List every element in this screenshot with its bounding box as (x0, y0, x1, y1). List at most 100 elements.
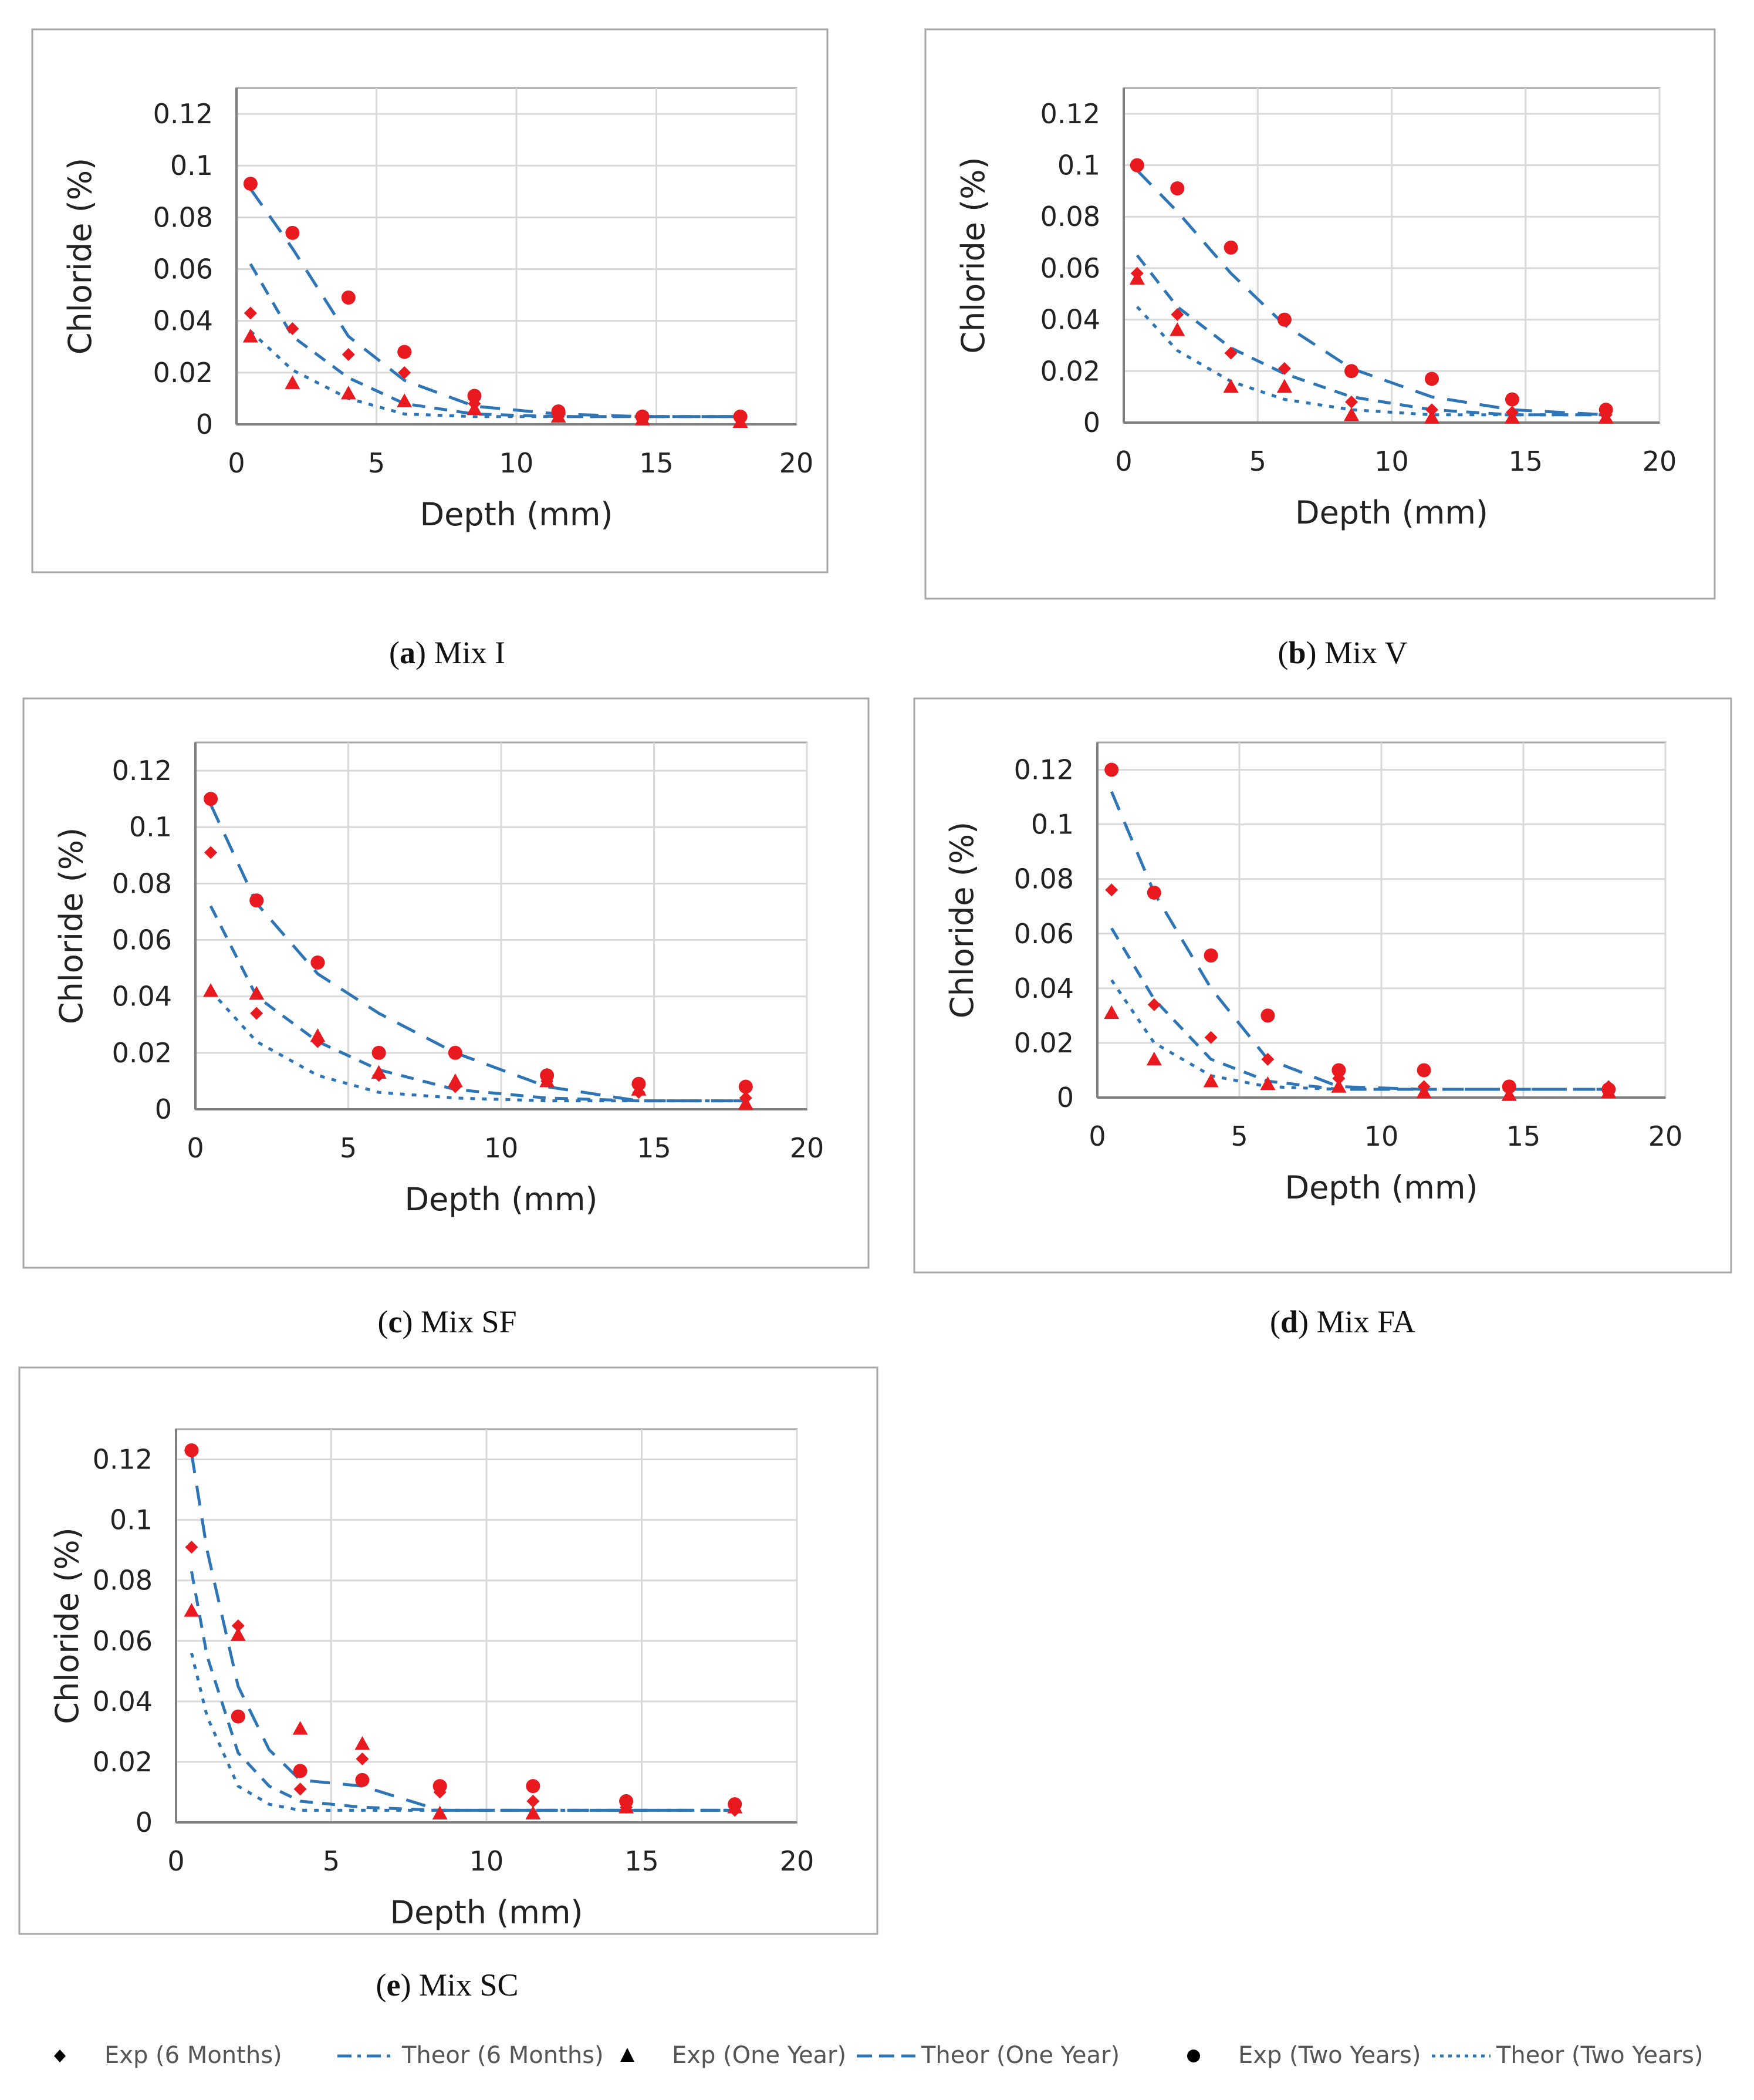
data-point-circle (1277, 312, 1292, 327)
panel-caption: (b) Mix V (1278, 635, 1407, 670)
y-axis-label: Chloride (%) (944, 822, 981, 1018)
caption-name: Mix SF (421, 1304, 517, 1339)
data-point-triangle (1104, 1005, 1120, 1019)
data-point-circle (1130, 158, 1144, 173)
x-tick-label: 10 (1374, 445, 1409, 477)
data-point-triangle (340, 386, 356, 400)
caption-open-paren: ( (377, 1304, 388, 1339)
panel-caption: (d) Mix FA (1270, 1304, 1415, 1339)
y-tick-label: 0.1 (1057, 150, 1100, 181)
data-point-diamond (342, 347, 355, 361)
data-point-diamond (244, 306, 257, 320)
data-point-circle (467, 389, 482, 403)
x-tick-label: 15 (1506, 1120, 1541, 1152)
data-point-triangle (184, 1603, 200, 1617)
x-tick-label: 10 (484, 1132, 519, 1164)
chart-panel-e: 0 5 10 15 20 0 0.02 0.04 0.06 0.08 0.1 0.12 Depth (m… (18, 1366, 878, 2003)
data-point-diamond (1278, 362, 1291, 375)
theory-curve-theor-one-year (1135, 254, 1606, 417)
panel-caption: (e) Mix SC (376, 1967, 518, 2003)
chart-panel-d: 0 5 10 15 20 0 0.02 0.04 0.06 0.08 0.1 0.12 Depth (m… (913, 697, 1732, 1339)
x-tick-label: 0 (1089, 1120, 1106, 1152)
legend-circle-icon (1187, 2050, 1200, 2062)
y-tick-label: 0.06 (93, 1625, 153, 1657)
x-tick-label: 20 (780, 1845, 815, 1877)
x-tick-label: 15 (637, 1132, 671, 1164)
legend-label: Exp (6 Months) (104, 2042, 282, 2069)
y-tick-label: 0.06 (112, 924, 172, 956)
data-point-triangle (1424, 410, 1439, 424)
x-tick-label: 5 (368, 447, 385, 479)
data-point-triangle (1344, 407, 1360, 421)
data-point-circle (631, 1076, 646, 1091)
y-tick-label: 0.1 (110, 1504, 153, 1536)
caption-close-paren: ) (1306, 635, 1324, 670)
data-point-circle (738, 1079, 753, 1094)
x-tick-label: 10 (469, 1845, 504, 1877)
legend-label: Exp (One Year) (672, 2042, 846, 2069)
x-tick-label: 20 (1648, 1120, 1683, 1152)
y-tick-label: 0.04 (112, 981, 172, 1012)
theory-curve-theor-6-months (249, 330, 741, 418)
data-point-triangle (1416, 1084, 1432, 1099)
data-point-circle (1502, 1079, 1516, 1094)
data-point-circle (448, 1045, 462, 1060)
data-point-triangle (371, 1065, 387, 1079)
caption-name: Mix FA (1316, 1304, 1415, 1339)
caption-letter: d (1280, 1304, 1298, 1339)
data-point-circle (371, 1045, 386, 1060)
caption-name: Mix V (1324, 635, 1408, 670)
x-axis-label: Depth (mm) (1285, 1169, 1478, 1206)
data-point-triangle (230, 1627, 246, 1641)
data-point-circle (204, 792, 218, 806)
x-tick-label: 5 (323, 1845, 340, 1877)
data-point-triangle (1501, 1087, 1517, 1101)
legend-label: Exp (Two Years) (1238, 2042, 1421, 2069)
x-tick-label: 5 (1231, 1120, 1248, 1152)
caption-open-paren: ( (1270, 1304, 1280, 1339)
data-point-triangle (1276, 379, 1292, 393)
y-tick-label: 0.02 (93, 1746, 153, 1778)
x-tick-label: 15 (1508, 445, 1543, 477)
x-tick-label: 0 (167, 1845, 184, 1877)
data-point-circle (397, 345, 412, 359)
y-tick-label: 0.12 (1014, 754, 1074, 786)
data-point-circle (355, 1772, 370, 1787)
data-point-circle (551, 404, 566, 418)
caption-close-paren: ) (400, 1967, 418, 2003)
data-point-circle (1104, 762, 1119, 777)
y-tick-label: 0.06 (1040, 252, 1100, 284)
legend-diamond-icon (54, 2050, 66, 2062)
data-point-diamond (293, 1782, 307, 1796)
data-point-circle (728, 1797, 742, 1812)
panel-caption: (a) Mix I (389, 635, 505, 670)
data-point-triangle (249, 985, 265, 1000)
data-point-circle (341, 291, 356, 305)
chart-frame (18, 1366, 878, 1935)
legend: Exp (6 Months) Theor (6 Months) Exp (One Y… (54, 2042, 1703, 2069)
y-tick-label: 0.08 (112, 867, 172, 899)
y-tick-label: 0.1 (1031, 809, 1074, 840)
data-point-diamond (1224, 346, 1238, 360)
chart-panel-c: 0 5 10 15 20 0 0.02 0.04 0.06 0.08 0.1 0.12 Depth (m… (22, 697, 870, 1339)
data-point-circle (293, 1764, 307, 1778)
y-tick-label: 0.08 (153, 201, 213, 233)
data-point-diamond (1425, 403, 1438, 417)
legend-label: Theor (6 Months) (401, 2042, 604, 2069)
data-point-circle (540, 1068, 555, 1083)
data-point-triangle (432, 1805, 448, 1819)
data-point-circle (231, 1709, 245, 1724)
data-point-triangle (354, 1736, 370, 1750)
y-tick-label: 0.02 (1014, 1027, 1074, 1059)
data-point-circle (1344, 364, 1359, 379)
data-point-triangle (1203, 1073, 1219, 1088)
caption-letter: b (1288, 635, 1306, 670)
data-point-circle (285, 225, 300, 240)
theory-curve-theor-one-year (190, 1571, 735, 1812)
y-axis-label: Chloride (%) (955, 157, 992, 353)
data-point-circle (249, 893, 264, 908)
data-point-circle (1260, 1008, 1275, 1023)
y-tick-label: 0.12 (153, 98, 213, 130)
caption-close-paren: ) (402, 1304, 420, 1339)
